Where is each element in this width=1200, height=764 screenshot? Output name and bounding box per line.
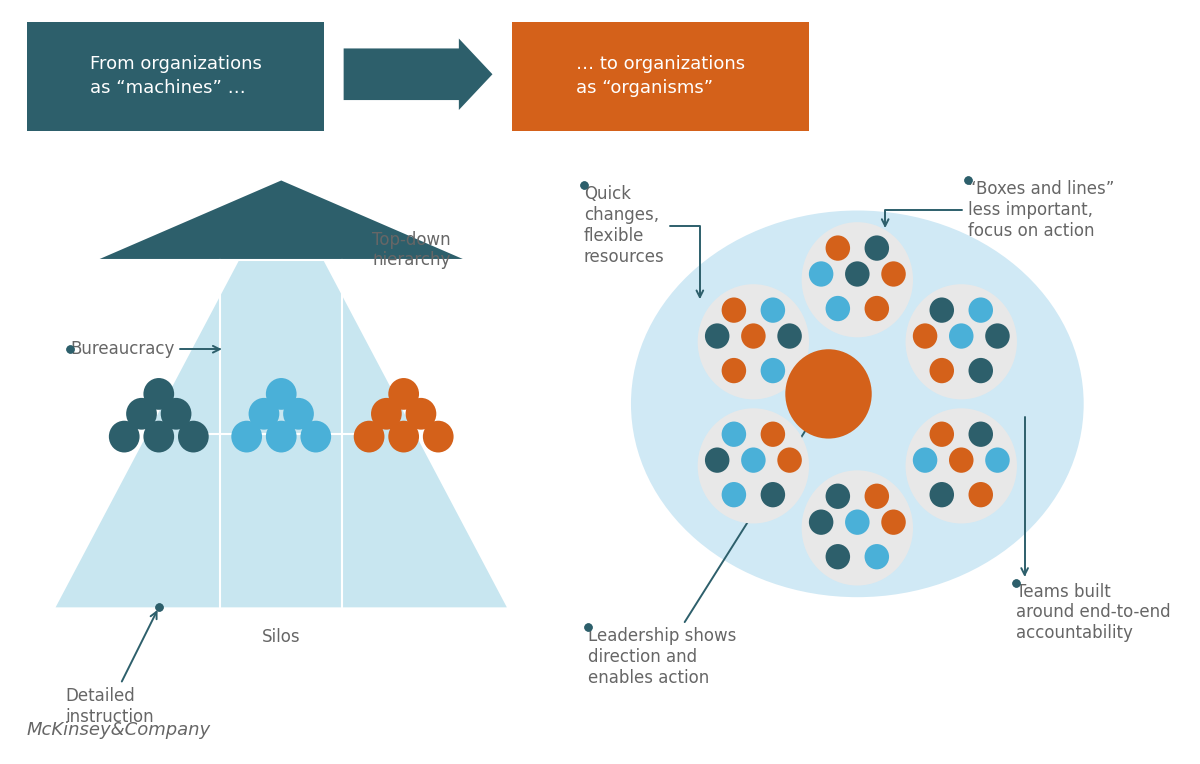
Circle shape: [809, 261, 833, 286]
Circle shape: [968, 297, 994, 323]
Circle shape: [864, 484, 889, 509]
Circle shape: [881, 510, 906, 535]
Circle shape: [985, 448, 1009, 473]
Circle shape: [906, 408, 1016, 523]
Circle shape: [161, 398, 192, 429]
Circle shape: [266, 378, 296, 410]
FancyBboxPatch shape: [511, 21, 809, 131]
Text: Top-down
hierarchy: Top-down hierarchy: [299, 231, 451, 270]
Circle shape: [864, 296, 889, 321]
Circle shape: [761, 358, 785, 384]
Circle shape: [761, 297, 785, 323]
Circle shape: [178, 421, 209, 452]
Polygon shape: [97, 180, 464, 260]
Circle shape: [704, 448, 730, 473]
Circle shape: [300, 421, 331, 452]
Circle shape: [930, 482, 954, 507]
Circle shape: [266, 421, 296, 452]
Polygon shape: [55, 180, 506, 607]
FancyArrow shape: [343, 38, 492, 110]
Text: Quick
changes,
flexible
resources: Quick changes, flexible resources: [583, 186, 703, 297]
Circle shape: [283, 398, 314, 429]
Circle shape: [864, 235, 889, 261]
FancyBboxPatch shape: [26, 21, 324, 131]
Circle shape: [144, 378, 174, 410]
Circle shape: [778, 323, 802, 348]
Circle shape: [826, 235, 850, 261]
Circle shape: [968, 482, 994, 507]
Circle shape: [721, 422, 746, 447]
Circle shape: [721, 297, 746, 323]
Circle shape: [422, 421, 454, 452]
Circle shape: [826, 544, 850, 569]
Circle shape: [809, 510, 833, 535]
Circle shape: [126, 398, 157, 429]
Circle shape: [406, 398, 437, 429]
Circle shape: [949, 448, 973, 473]
Text: From organizations
as “machines” …: From organizations as “machines” …: [90, 56, 262, 97]
Circle shape: [721, 482, 746, 507]
Circle shape: [232, 421, 262, 452]
Circle shape: [354, 421, 384, 452]
Text: Leadership shows
direction and
enables action: Leadership shows direction and enables a…: [588, 398, 826, 687]
Circle shape: [389, 421, 419, 452]
Circle shape: [864, 544, 889, 569]
Circle shape: [985, 323, 1009, 348]
Circle shape: [845, 261, 870, 286]
Circle shape: [881, 261, 906, 286]
Circle shape: [826, 484, 850, 509]
Text: McKinsey&Company: McKinsey&Company: [26, 721, 211, 740]
Text: Teams built
around end-to-end
accountability: Teams built around end-to-end accountabi…: [1015, 416, 1170, 642]
Circle shape: [761, 422, 785, 447]
Circle shape: [778, 448, 802, 473]
Ellipse shape: [631, 211, 1084, 597]
Circle shape: [845, 510, 870, 535]
Text: “Boxes and lines”
less important,
focus on action: “Boxes and lines” less important, focus …: [882, 180, 1114, 240]
Text: Bureaucracy: Bureaucracy: [70, 340, 220, 358]
Circle shape: [144, 421, 174, 452]
Circle shape: [913, 448, 937, 473]
Circle shape: [930, 358, 954, 384]
Circle shape: [742, 448, 766, 473]
Circle shape: [248, 398, 280, 429]
Circle shape: [826, 296, 850, 321]
Circle shape: [913, 323, 937, 348]
Circle shape: [389, 378, 419, 410]
Circle shape: [742, 323, 766, 348]
Circle shape: [906, 284, 1016, 400]
Circle shape: [802, 222, 913, 338]
Circle shape: [697, 408, 809, 523]
Circle shape: [761, 482, 785, 507]
Circle shape: [371, 398, 402, 429]
Circle shape: [704, 323, 730, 348]
Text: Detailed
instruction: Detailed instruction: [65, 612, 156, 726]
Circle shape: [697, 284, 809, 400]
Circle shape: [968, 422, 994, 447]
Circle shape: [968, 358, 994, 384]
Circle shape: [785, 349, 871, 439]
Circle shape: [930, 422, 954, 447]
Circle shape: [930, 297, 954, 323]
Circle shape: [721, 358, 746, 384]
Circle shape: [802, 471, 913, 585]
Circle shape: [109, 421, 139, 452]
Text: … to organizations
as “organisms”: … to organizations as “organisms”: [576, 56, 745, 97]
Circle shape: [949, 323, 973, 348]
Text: Silos: Silos: [262, 628, 300, 646]
